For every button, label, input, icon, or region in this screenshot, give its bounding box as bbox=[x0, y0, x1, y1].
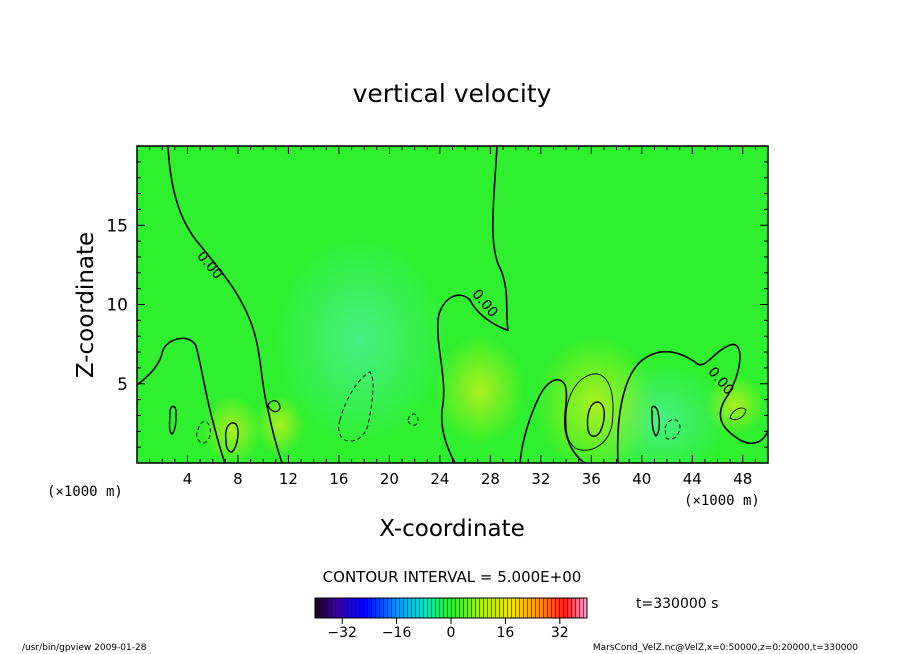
colorbar-tick-label: 0 bbox=[447, 625, 456, 641]
x-tick-label: 24 bbox=[430, 470, 449, 488]
positive-contour bbox=[565, 373, 614, 451]
field-blob-cyan bbox=[270, 230, 450, 450]
colorbar: −32 −16 0 16 32 bbox=[314, 597, 588, 641]
zero-contour bbox=[586, 401, 605, 437]
negative-contour bbox=[196, 421, 211, 444]
time-label: t=330000 s bbox=[636, 596, 718, 612]
y-tick-label: 5 bbox=[117, 375, 128, 395]
zero-contour bbox=[519, 379, 586, 463]
chart-title: vertical velocity bbox=[353, 79, 552, 108]
x-tick-label: 48 bbox=[733, 470, 752, 488]
footer-right: MarsCond_VelZ.nc@VelZ,x=0:50000,z=0:2000… bbox=[593, 643, 858, 653]
zero-contour bbox=[137, 337, 226, 463]
x-tick-label: 40 bbox=[632, 470, 651, 488]
colorbar-tick-label: 16 bbox=[496, 625, 514, 641]
y-tick-label: 15 bbox=[106, 216, 128, 236]
field-blob-yellow bbox=[435, 335, 525, 445]
x-tick-label: 4 bbox=[183, 470, 193, 488]
colorbar-stripes bbox=[315, 598, 587, 618]
y-tick-label: 10 bbox=[106, 296, 128, 316]
x-tick-label: 12 bbox=[279, 470, 298, 488]
zero-contour bbox=[168, 405, 177, 435]
colorbar-tick-label: −32 bbox=[327, 625, 357, 641]
zero-contour bbox=[167, 146, 283, 463]
zero-contour bbox=[267, 400, 281, 413]
zero-contour bbox=[224, 422, 239, 453]
x-unit-left: (×1000 m) bbox=[47, 484, 123, 500]
field-blob-yellow bbox=[255, 395, 305, 455]
negative-contour bbox=[664, 419, 681, 440]
negative-contour bbox=[407, 413, 419, 426]
contour-interval-text: CONTOUR INTERVAL = 5.000E+00 bbox=[323, 568, 582, 586]
field-blob-yellow bbox=[705, 375, 765, 435]
y-axis-label: Z-coordinate bbox=[73, 232, 99, 378]
colorbar-tick-label: −16 bbox=[382, 625, 412, 641]
colorbar-tick-label: 32 bbox=[551, 625, 569, 641]
x-tick-label: 8 bbox=[233, 470, 243, 488]
x-tick-label: 44 bbox=[683, 470, 702, 488]
x-axis-label: X-coordinate bbox=[379, 516, 525, 542]
field-blob-yellow bbox=[535, 335, 655, 463]
zero-contour bbox=[436, 146, 509, 463]
velocity-field: 0.000.000.00 bbox=[137, 146, 768, 463]
footer-left: /usr/bin/gpview 2009-01-28 bbox=[22, 643, 147, 653]
positive-contour bbox=[729, 407, 747, 421]
x-tick-label: 16 bbox=[329, 470, 348, 488]
zero-contour bbox=[616, 343, 768, 463]
x-tick-label: 36 bbox=[582, 470, 601, 488]
x-unit-right: (×1000 m) bbox=[684, 493, 760, 509]
field-blob-yellow bbox=[202, 395, 262, 463]
x-tick-label: 20 bbox=[380, 470, 399, 488]
zero-contour bbox=[650, 405, 661, 437]
negative-contour bbox=[338, 371, 374, 442]
x-tick-label: 28 bbox=[481, 470, 500, 488]
x-tick-label: 32 bbox=[531, 470, 550, 488]
